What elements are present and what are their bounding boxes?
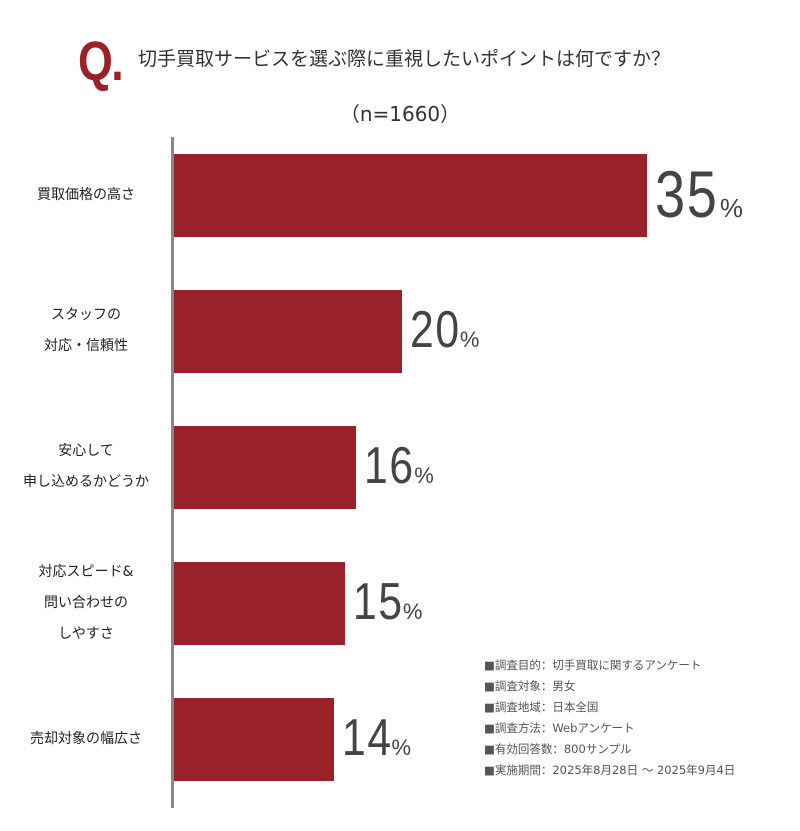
category-label-line: スタッフの — [51, 307, 121, 323]
survey-notes: ■調査目的：切手買取に関するアンケート ■調査対象：男女 ■調査地域：日本全国 … — [484, 655, 735, 781]
value-number: 20 — [410, 301, 461, 359]
category-label-line: 買取価格の高さ — [37, 186, 135, 203]
question-mark-logo: Q. — [78, 29, 124, 92]
bar — [174, 562, 345, 645]
bar — [174, 698, 334, 781]
value-number: 16 — [364, 437, 416, 495]
value-number: 15 — [353, 573, 404, 631]
note-line: ■有効回答数：800サンプル — [484, 742, 632, 756]
note-line: ■調査目的：切手買取に関するアンケート — [484, 658, 702, 672]
value-number: 14 — [341, 709, 393, 767]
note-line: ■実施期間：2025年8月28日 ～ 2025年9月4日 — [484, 763, 736, 777]
bar — [174, 426, 357, 509]
category-label: 対応スピード& 問い合わせの しやすさ — [0, 557, 172, 650]
value-unit: % — [391, 735, 411, 760]
value-label: 16% — [364, 436, 433, 496]
category-label-line: しやすさ — [58, 625, 114, 642]
y-axis-line — [171, 137, 174, 808]
category-label-line: 売却対象の幅広さ — [30, 730, 142, 747]
category-label-line: 申し込めるかどうか — [23, 474, 149, 490]
value-label: 15% — [353, 572, 422, 632]
value-label: 14% — [342, 708, 411, 768]
category-label-line: 安心して — [58, 443, 114, 459]
value-unit: % — [402, 599, 423, 624]
value-unit: % — [719, 193, 744, 223]
category-label: 買取価格の高さ — [0, 180, 172, 211]
category-label-line: 対応・信頼性 — [44, 338, 128, 354]
value-label: 20% — [410, 300, 479, 360]
category-label: 安心して申し込めるかどうか — [0, 436, 172, 498]
bar — [174, 154, 647, 237]
note-line: ■調査方法：Webアンケート — [484, 721, 635, 735]
category-label: 売却対象の幅広さ — [0, 724, 172, 755]
value-unit: % — [414, 463, 434, 488]
note-line: ■調査対象：男女 — [484, 679, 576, 693]
value-unit: % — [459, 327, 480, 352]
value-number: 35 — [654, 157, 718, 231]
value-label: 35% — [655, 156, 744, 232]
question-title: 切手買取サービスを選ぶ際に重視したいポイントは何ですか？ — [138, 48, 671, 70]
category-label: スタッフの対応・信頼性 — [0, 300, 172, 362]
category-label-line: 問い合わせの — [44, 594, 128, 611]
bar — [174, 290, 402, 373]
note-line: ■調査地域：日本全国 — [484, 700, 599, 714]
sample-size: （n=1660） — [339, 102, 461, 126]
category-label-line: 対応スピード& — [38, 563, 134, 580]
